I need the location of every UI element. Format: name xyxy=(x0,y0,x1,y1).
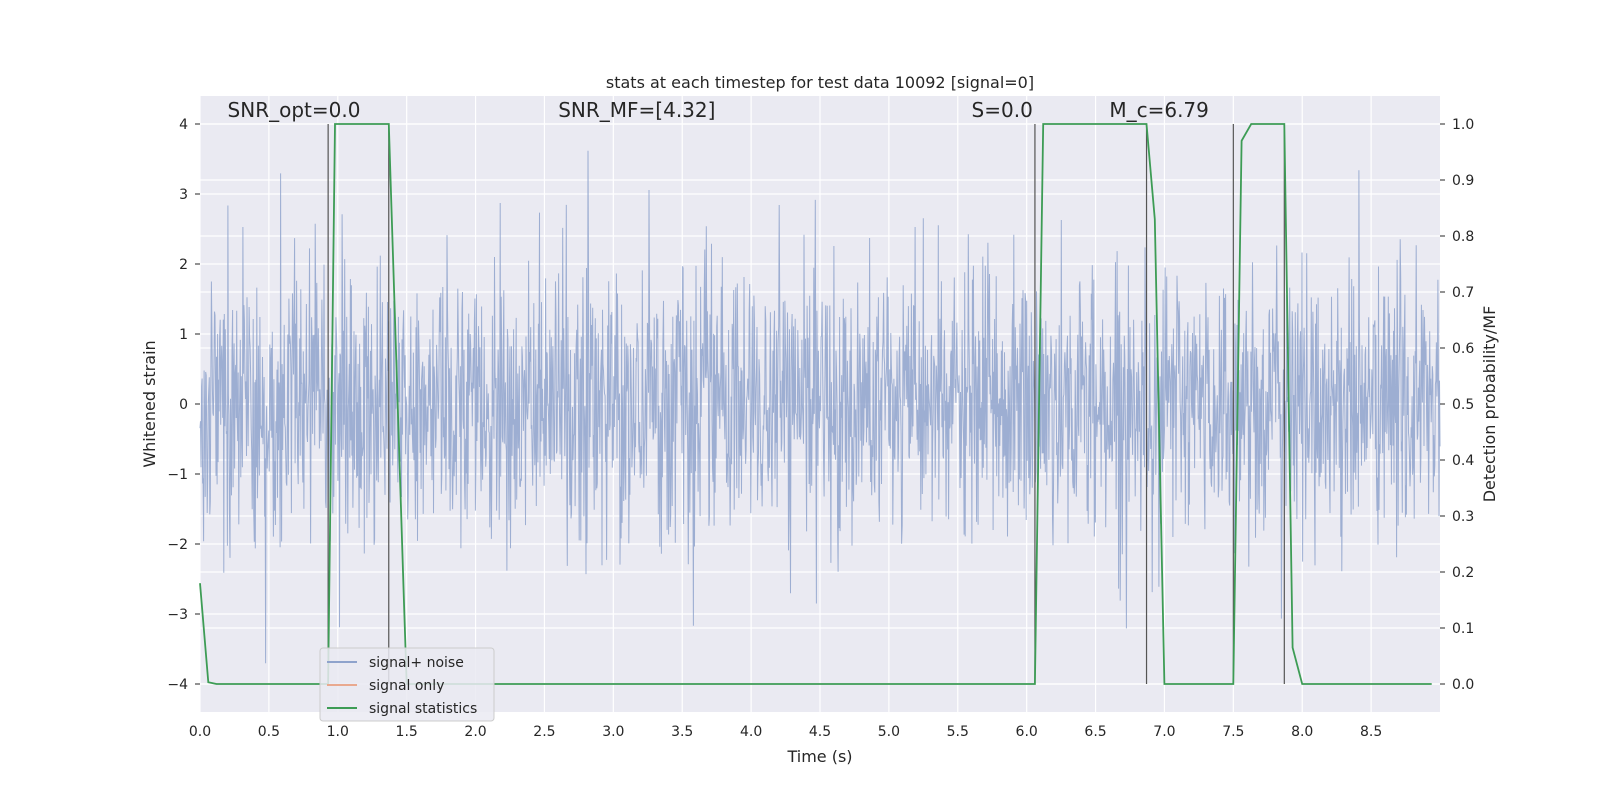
legend-box xyxy=(319,647,495,722)
x-tick-label-13: 6.5 xyxy=(1084,724,1106,740)
y-tick-label-8: 4 xyxy=(179,117,188,133)
markers xyxy=(327,124,1285,684)
y2-tick-label-1: 0.1 xyxy=(1452,621,1474,637)
y-tick-label-3: −1 xyxy=(167,467,188,483)
statistics-series xyxy=(199,123,1432,685)
y-tick-label-6: 2 xyxy=(179,257,188,273)
y-tick-label-5: 1 xyxy=(179,327,188,343)
x-tick-label-6: 3.0 xyxy=(602,724,624,740)
annotation-0: SNR_opt=0.0 xyxy=(228,98,361,122)
y2-tick-label-0: 0.0 xyxy=(1452,677,1474,693)
annotation-2: S=0.0 xyxy=(972,98,1033,122)
y2-tick-label-9: 0.9 xyxy=(1452,173,1474,189)
y-tick-label-7: 3 xyxy=(179,187,188,203)
x-tick-label-14: 7.0 xyxy=(1153,724,1175,740)
y2-tick-label-7: 0.7 xyxy=(1452,285,1474,301)
x-axis-label: Time (s) xyxy=(786,747,852,766)
y-tick-label-2: −2 xyxy=(167,537,188,553)
x-tick-label-8: 4.0 xyxy=(740,724,762,740)
x-tick-label-3: 1.5 xyxy=(396,724,418,740)
y2-tick-labels: 0.0 0.1 0.2 0.3 0.4 0.5 0.6 0.7 0.8 0.9 1.0 xyxy=(1440,117,1474,693)
x-tick-label-12: 6.0 xyxy=(1016,724,1038,740)
x-tick-labels: 0.0 0.5 1.0 1.5 2.0 2.5 3.0 3.5 4.0 4.5 5.0 5.5 6.0 6… xyxy=(189,724,1382,740)
x-tick-label-15: 7.5 xyxy=(1222,724,1244,740)
y2-tick-label-5: 0.5 xyxy=(1452,397,1474,413)
x-tick-label-5: 2.5 xyxy=(533,724,555,740)
x-tick-label-10: 5.0 xyxy=(878,724,900,740)
legend-label-signal-only: signal only xyxy=(369,678,444,694)
y-tick-label-0: −4 xyxy=(167,677,188,693)
chart-title: stats at each timestep for test data 100… xyxy=(606,73,1034,92)
legend-label-signal-noise: signal+ noise xyxy=(369,655,464,671)
x-tick-label-1: 0.5 xyxy=(258,724,280,740)
y-tick-label-1: −3 xyxy=(167,607,188,623)
y2-tick-label-2: 0.2 xyxy=(1452,565,1474,581)
y-tick-labels: −4 −3 −2 −1 0 1 2 3 4 xyxy=(167,117,200,693)
annotation-3: M_c=6.79 xyxy=(1109,98,1209,122)
series-signal-statistics xyxy=(199,123,1432,685)
x-tick-label-17: 8.5 xyxy=(1360,724,1382,740)
y2-tick-label-8: 0.8 xyxy=(1452,229,1474,245)
x-tick-label-0: 0.0 xyxy=(189,724,211,740)
y-tick-label-4: 0 xyxy=(179,397,188,413)
x-tick-label-9: 4.5 xyxy=(809,724,831,740)
x-tick-label-16: 8.0 xyxy=(1291,724,1313,740)
x-tick-label-11: 5.5 xyxy=(947,724,969,740)
x-tick-label-4: 2.0 xyxy=(464,724,486,740)
y-axis-label: Whitened strain xyxy=(140,340,159,467)
legend: signal+ noise signal only signal statist… xyxy=(319,647,495,722)
x-tick-label-7: 3.5 xyxy=(671,724,693,740)
annotation-1: SNR_MF=[4.32] xyxy=(558,98,715,122)
y2-tick-label-3: 0.3 xyxy=(1452,509,1474,525)
x-tick-label-2: 1.0 xyxy=(327,724,349,740)
y2-tick-label-6: 0.6 xyxy=(1452,341,1474,357)
y2-tick-label-4: 0.4 xyxy=(1452,453,1474,469)
legend-label-signal-statistics: signal statistics xyxy=(369,701,477,717)
annotations: SNR_opt=0.0 SNR_MF=[4.32] S=0.0 M_c=6.79 xyxy=(228,98,1209,122)
y2-axis-label: Detection probability/MF xyxy=(1480,306,1499,503)
y2-tick-label-10: 1.0 xyxy=(1452,117,1474,133)
